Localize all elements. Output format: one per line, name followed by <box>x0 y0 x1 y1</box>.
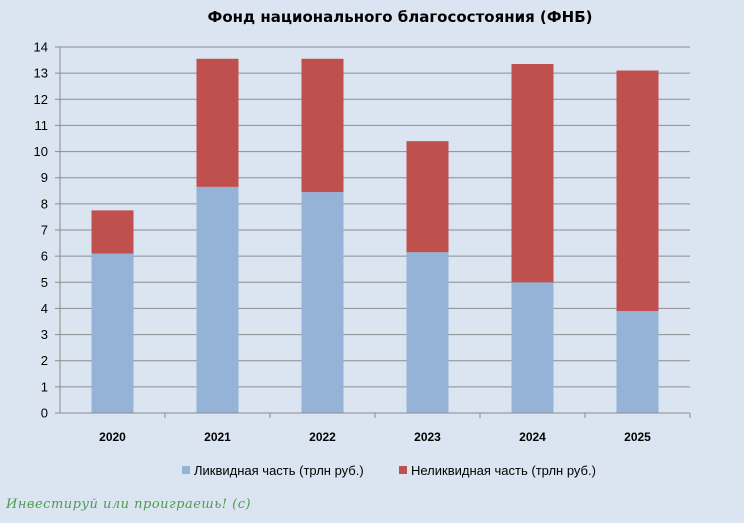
y-tick-label: 14 <box>34 40 48 55</box>
y-tick-label: 1 <box>41 379 48 394</box>
bar-liquid-2025 <box>616 311 659 413</box>
y-tick-label: 10 <box>34 144 48 159</box>
x-tick-label: 2020 <box>99 430 126 444</box>
bar-illiquid-2023 <box>406 141 449 253</box>
grid <box>60 46 690 414</box>
y-tick-label: 6 <box>41 249 48 264</box>
y-tick-label: 11 <box>35 118 49 133</box>
watermark-text: Инвестируй или проиграешь! (с) <box>6 497 252 512</box>
y-tick-label: 12 <box>34 92 48 107</box>
x-tick-label: 2025 <box>624 430 651 444</box>
bar-liquid-2021 <box>196 186 239 413</box>
y-tick-label: 8 <box>41 196 48 211</box>
bar-illiquid-2020 <box>91 210 134 254</box>
y-tick-label: 9 <box>41 170 48 185</box>
bar-liquid-2020 <box>91 253 134 413</box>
y-tick-label: 7 <box>41 223 48 238</box>
legend-label: Ликвидная часть (трлн руб.) <box>194 463 364 478</box>
y-tick-label: 2 <box>41 353 48 368</box>
y-tick-label: 0 <box>41 406 48 421</box>
legend: Ликвидная часть (трлн руб.) Неликвидная ч… <box>182 463 596 478</box>
bar-illiquid-2021 <box>196 58 239 187</box>
legend-swatch <box>399 466 407 474</box>
bar-illiquid-2024 <box>511 63 554 283</box>
x-tick-label: 2021 <box>204 430 231 444</box>
bar-liquid-2023 <box>406 252 449 413</box>
y-tick-label: 3 <box>41 327 48 342</box>
x-tick-label: 2024 <box>519 430 546 444</box>
x-axis: 2020 2021 2022 2023 2024 2025 <box>60 412 691 444</box>
x-tick-label: 2022 <box>309 430 336 444</box>
y-tick-label: 4 <box>41 301 48 316</box>
legend-label: Неликвидная часть (трлн руб.) <box>411 463 596 478</box>
x-tick-label: 2023 <box>414 430 441 444</box>
y-tick-label: 13 <box>34 66 48 81</box>
bars <box>91 58 659 413</box>
legend-swatch <box>182 466 190 474</box>
chart-title: Фонд национального благосостояния (ФНБ) <box>207 8 592 26</box>
bar-illiquid-2022 <box>301 58 344 193</box>
bar-liquid-2024 <box>511 282 554 413</box>
bar-illiquid-2025 <box>616 70 659 312</box>
y-tick-label: 5 <box>41 275 48 290</box>
bar-liquid-2022 <box>301 192 344 413</box>
